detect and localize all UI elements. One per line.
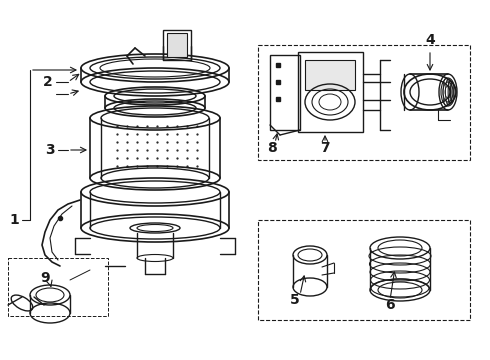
Text: 4: 4 [425,33,435,47]
Text: 8: 8 [267,141,277,155]
Bar [298,52,363,132]
Bar [167,33,187,57]
Bar [163,30,191,60]
Bar [258,45,470,160]
Text: 5: 5 [290,293,300,307]
Bar [305,60,355,90]
Bar [270,55,300,130]
Text: 2: 2 [43,75,53,89]
Text: 1: 1 [9,213,19,227]
Bar [258,220,470,320]
Text: 9: 9 [40,271,50,285]
Text: 6: 6 [385,298,395,312]
Text: 3: 3 [45,143,55,157]
Bar [8,258,108,316]
Text: 7: 7 [320,141,330,155]
